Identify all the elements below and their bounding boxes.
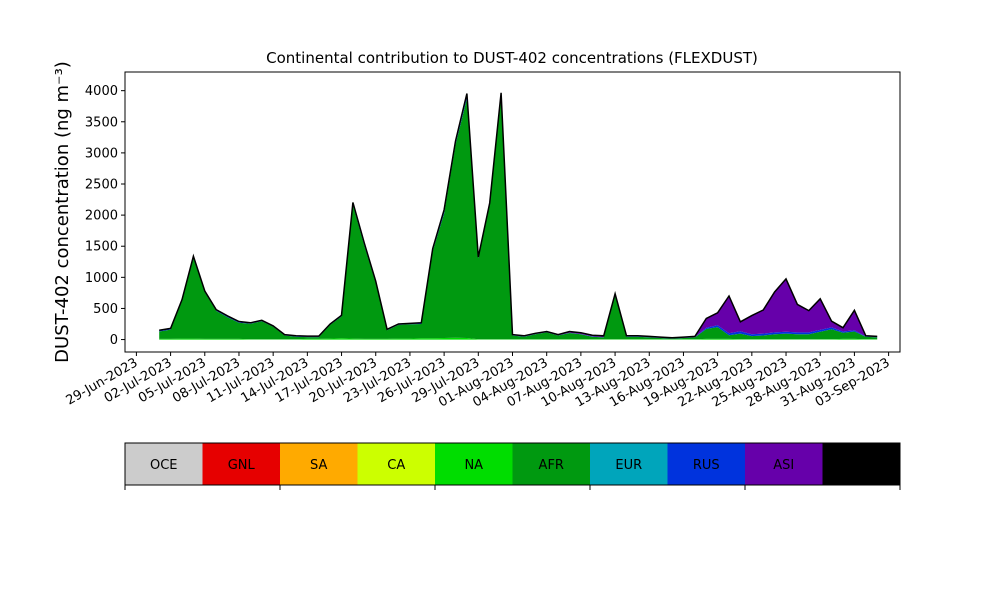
y-axis-label: DUST-402 concentration (ng m⁻³) (52, 61, 73, 363)
total-outline (159, 92, 878, 339)
plot-area (159, 92, 878, 340)
y-tick-label: 3000 (85, 146, 118, 161)
legend-label-rus: RUS (693, 458, 720, 473)
y-tick-label: 1500 (85, 240, 118, 255)
legend-label-afr: AFR (539, 458, 564, 473)
legend-swatch-oce (125, 443, 203, 485)
legend-label-ca: CA (387, 458, 405, 473)
legend-swatch-afr (512, 443, 590, 485)
y-tick-label: 500 (93, 302, 118, 317)
legend-label-gnl: GNL (228, 458, 256, 473)
legend-swatch-na (435, 443, 513, 485)
area-series-asi (159, 92, 878, 339)
legend-label-oce: OCE (150, 458, 178, 473)
legend-label-aus: AUS (848, 458, 875, 473)
legend-label-asi: ASI (773, 458, 794, 473)
legend-swatch-asi (745, 443, 823, 485)
legend-label-sa: SA (310, 458, 327, 473)
legend-label-na: NA (464, 458, 483, 473)
legend-swatch-sa (280, 443, 358, 485)
y-tick-label: 4000 (85, 84, 118, 99)
legend-swatch-eur (590, 443, 668, 485)
y-tick-label: 3500 (85, 115, 118, 130)
legend-swatch-ca (357, 443, 435, 485)
y-tick-label: 2500 (85, 178, 118, 193)
legend-frame (124, 442, 901, 486)
area-series-na (159, 337, 878, 340)
legend-swatch-gnl (202, 443, 280, 485)
chart-title: Continental contribution to DUST-402 con… (266, 49, 758, 67)
legend-label-eur: EUR (615, 458, 642, 473)
legend-swatch-rus (667, 443, 745, 485)
y-tick-label: 2000 (85, 209, 118, 224)
legend-colorbar: OCE GNL SA CA NA AFR EUR RUS ASI AUS (124, 442, 901, 490)
y-tick-label: 1000 (85, 271, 118, 286)
legend-swatch-aus (822, 443, 900, 485)
y-tick-label: 0 (110, 333, 118, 348)
